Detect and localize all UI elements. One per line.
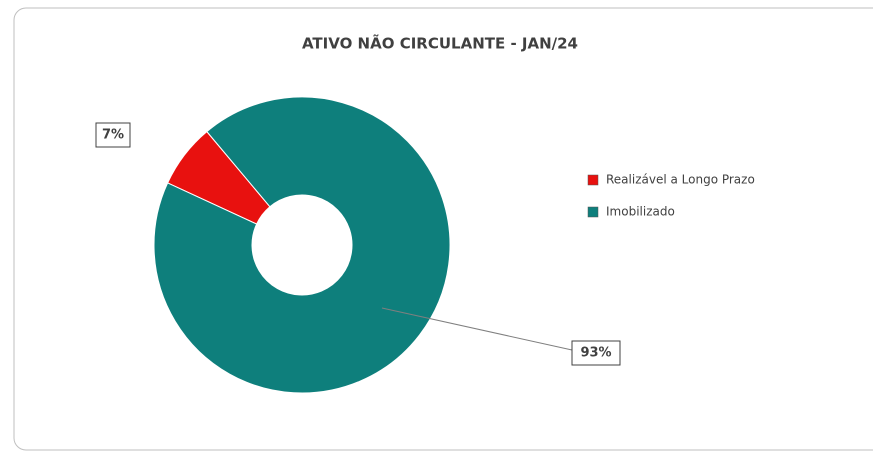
leader-line: [381, 307, 573, 351]
data-label: 93%: [580, 346, 611, 361]
legend-label: Realizável a Longo Prazo: [606, 173, 755, 187]
donut-slice: [153, 96, 451, 394]
data-label-box: [95, 122, 131, 148]
legend-swatch: [587, 174, 599, 186]
legend-swatch: [587, 206, 599, 218]
legend-label: Imobilizado: [606, 205, 675, 219]
chart-title: ATIVO NÃO CIRCULANTE - JAN/24: [302, 34, 578, 53]
data-label: 7%: [102, 128, 124, 143]
data-label-box: [571, 340, 621, 366]
